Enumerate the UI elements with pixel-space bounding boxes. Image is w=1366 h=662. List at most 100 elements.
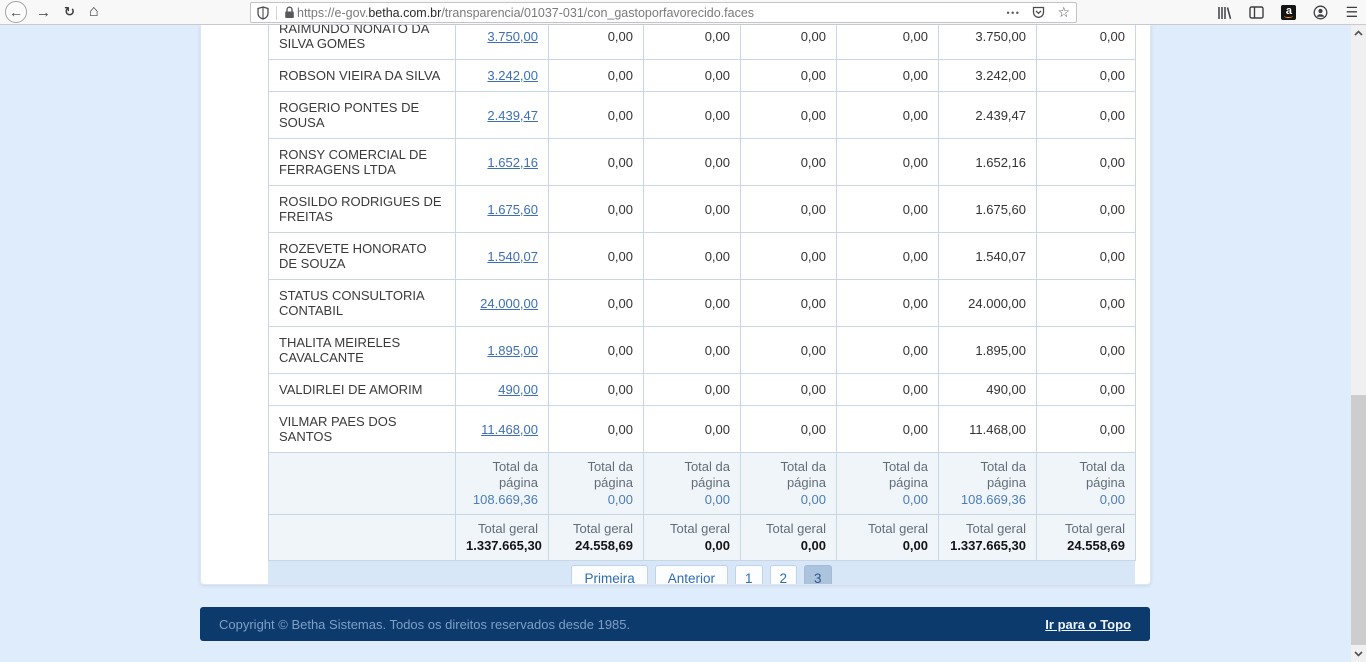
- value-cell: 0,00: [643, 326, 741, 374]
- scroll-down-icon[interactable]: [1351, 646, 1366, 662]
- back-button[interactable]: ←: [5, 1, 27, 23]
- amazon-icon[interactable]: a: [1281, 5, 1297, 20]
- value-cell: 0,00: [740, 91, 837, 139]
- forward-button[interactable]: →: [36, 4, 51, 21]
- menu-icon[interactable]: ☰: [1345, 4, 1358, 20]
- total-cell: Total geral 0,00: [643, 514, 741, 561]
- value-cell: 0,00: [740, 326, 837, 374]
- value-cell: 1.895,00: [938, 326, 1037, 374]
- value-cell-link: 24.000,00: [455, 279, 549, 327]
- total-value: 0,00: [704, 538, 730, 553]
- empenhado-value-link[interactable]: 1.540,07: [487, 248, 538, 264]
- empenhado-value-link[interactable]: 1.895,00: [487, 342, 538, 358]
- value-cell-link: 490,00: [455, 373, 549, 406]
- footer-bar: Copyright © Betha Sistemas. Todos os dir…: [200, 607, 1150, 641]
- empenhado-value-link[interactable]: 2.439,47: [487, 107, 538, 123]
- value-cell-link: 11.468,00: [455, 405, 549, 453]
- pagination-button[interactable]: 2: [769, 565, 798, 584]
- table-row: RONSY COMERCIAL DE FERRAGENS LTDA 1.652,1…: [268, 138, 1136, 186]
- sidebar-icon[interactable]: [1249, 6, 1265, 19]
- total-value: 0,00: [704, 492, 730, 507]
- pagination-current-page[interactable]: 3: [804, 565, 832, 584]
- value-cell: 0,00: [548, 25, 644, 60]
- table-row: VILMAR PAES DOS SANTOS 11.468,00 0,00 0,00 0…: [268, 405, 1136, 453]
- bookmark-star-icon[interactable]: ☆: [1057, 4, 1070, 20]
- total-cell: Total geral 1.337.665,30: [938, 514, 1037, 561]
- pagination: Primeira Anterior 1 2 3: [268, 561, 1135, 584]
- pagination-button[interactable]: Primeira: [571, 565, 648, 584]
- total-cell: Total da página 108.669,36: [455, 452, 549, 515]
- value-cell: 0,00: [548, 405, 644, 453]
- value-cell: 3.750,00: [938, 25, 1037, 60]
- value-cell-link: 3.750,00: [455, 25, 549, 60]
- value-cell: 3.242,00: [938, 59, 1037, 92]
- total-label: Total geral: [670, 521, 730, 536]
- total-label: Total da página: [780, 459, 826, 490]
- total-value: 0,00: [800, 492, 826, 507]
- home-button[interactable]: ⌂: [89, 3, 99, 21]
- go-to-top-link[interactable]: Ir para o Topo: [1045, 616, 1131, 632]
- favorecido-name: VILMAR PAES DOS SANTOS: [268, 405, 456, 453]
- empenhado-value-link[interactable]: 490,00: [498, 382, 538, 397]
- pocket-icon[interactable]: [1032, 6, 1045, 19]
- value-cell: 0,00: [1036, 91, 1136, 139]
- total-label: Total da página: [587, 459, 633, 490]
- total-label: Total da página: [980, 459, 1026, 490]
- account-icon[interactable]: [1313, 5, 1328, 20]
- value-cell-link: 1.540,07: [455, 232, 549, 280]
- url-bar[interactable]: https://e-gov.betha.com.br/transparencia…: [250, 2, 1077, 23]
- grand-total-row: Total geral 1.337.665,30 Total geral 24.558…: [268, 514, 1136, 561]
- empenhado-value-link[interactable]: 3.750,00: [487, 28, 538, 44]
- reload-button[interactable]: ↻: [64, 4, 75, 20]
- empenhado-value-link[interactable]: 1.675,60: [487, 201, 538, 217]
- favorecido-name: VALDIRLEI DE AMORIM: [268, 373, 456, 406]
- total-empty-cell: [268, 514, 456, 561]
- library-icon[interactable]: [1217, 6, 1232, 20]
- total-label: Total geral: [868, 521, 928, 536]
- value-cell: 0,00: [1036, 279, 1136, 327]
- total-cell: Total da página 0,00: [740, 452, 837, 515]
- value-cell: 0,00: [1036, 25, 1136, 60]
- total-label: Total geral: [478, 521, 538, 536]
- value-cell-link: 3.242,00: [455, 59, 549, 92]
- urlbar-separator: [276, 5, 277, 20]
- favorecido-name: ROSILDO RODRIGUES DE FREITAS: [268, 185, 456, 233]
- pagination-button[interactable]: Anterior: [654, 565, 728, 584]
- browser-toolbar: ← → ↻ ⌂ https://e-gov.betha.com.br/trans…: [0, 0, 1366, 25]
- empenhado-value-link[interactable]: 3.242,00: [487, 68, 538, 83]
- scrollbar-thumb[interactable]: [1351, 395, 1366, 645]
- total-cell: Total geral 24.558,69: [1036, 514, 1136, 561]
- empenhado-value-link[interactable]: 1.652,16: [487, 154, 538, 170]
- value-cell: 0,00: [740, 138, 837, 186]
- value-cell: 0,00: [548, 373, 644, 406]
- empenhado-value-link[interactable]: 11.468,00: [481, 421, 538, 437]
- total-value: 0,00: [800, 538, 826, 553]
- favorecido-name: RONSY COMERCIAL DE FERRAGENS LTDA: [268, 138, 456, 186]
- value-cell: 0,00: [643, 185, 741, 233]
- total-label: Total geral: [966, 521, 1026, 536]
- value-cell: 0,00: [643, 91, 741, 139]
- value-cell: 0,00: [836, 405, 939, 453]
- tracking-shield-icon[interactable]: [257, 5, 269, 20]
- vertical-scrollbar[interactable]: [1351, 25, 1366, 662]
- total-value: 0,00: [1099, 492, 1125, 507]
- pagination-button[interactable]: 1: [735, 565, 763, 584]
- value-cell-link: 1.895,00: [455, 326, 549, 374]
- home-icon: ⌂: [88, 3, 99, 20]
- table-row: STATUS CONSULTORIA CONTABIL 24.000,00 0,00…: [268, 279, 1136, 327]
- value-cell: 0,00: [643, 232, 741, 280]
- lock-icon[interactable]: [284, 6, 295, 19]
- value-cell-link: 1.652,16: [455, 138, 549, 186]
- value-cell: 0,00: [740, 59, 837, 92]
- value-cell: 0,00: [836, 232, 939, 280]
- favorecidos-table: RAIMUNDO NONATO DA SILVA GOMES 3.750,00 0,…: [268, 25, 1136, 561]
- value-cell: 0,00: [836, 326, 939, 374]
- empenhado-value-link[interactable]: 24.000,00: [480, 295, 538, 311]
- value-cell: 0,00: [643, 25, 741, 60]
- page-actions-icon[interactable]: •••: [1006, 7, 1021, 18]
- table-row: ROSILDO RODRIGUES DE FREITAS 1.675,60 0,00…: [268, 185, 1136, 233]
- value-cell: 0,00: [1036, 405, 1136, 453]
- scroll-up-icon[interactable]: [1351, 25, 1366, 41]
- value-cell: 1.675,60: [938, 185, 1037, 233]
- value-cell: 0,00: [740, 405, 837, 453]
